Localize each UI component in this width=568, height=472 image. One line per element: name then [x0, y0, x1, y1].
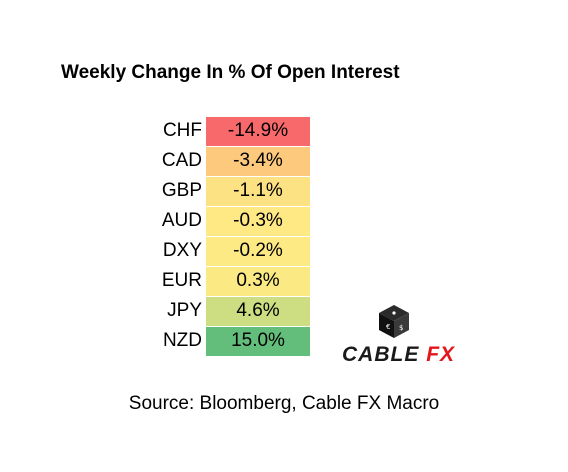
currency-label: JPY	[167, 300, 202, 321]
value-cell: -0.3%	[206, 206, 310, 236]
svg-text:$: $	[399, 324, 403, 332]
chart-title: Weekly Change In % Of Open Interest	[61, 62, 400, 83]
cable-fx-logo: € $ CABLE FX	[342, 300, 472, 370]
table-row: JPY 4.6%	[118, 296, 310, 326]
value-cell: -3.4%	[206, 146, 310, 176]
table-row: EUR 0.3%	[118, 266, 310, 296]
currency-label: NZD	[162, 330, 202, 351]
currency-label: DXY	[162, 240, 202, 261]
value-cell: 4.6%	[206, 296, 310, 326]
table-row: GBP -1.1%	[118, 176, 310, 206]
table-row: AUD -0.3%	[118, 206, 310, 236]
currency-label: CHF	[162, 120, 202, 141]
source-note: Source: Bloomberg, Cable FX Macro	[128, 393, 440, 414]
table-row: CHF -14.9%	[118, 116, 310, 146]
currency-label: GBP	[161, 180, 202, 201]
currency-label: AUD	[161, 210, 202, 231]
value-cell: 0.3%	[206, 266, 310, 296]
value-cell: -0.2%	[206, 236, 310, 266]
currency-label: EUR	[161, 270, 202, 291]
open-interest-table: CHF -14.9% CAD -3.4% GBP -1.1% AUD -0.3% DXY -0.2…	[118, 116, 310, 356]
value-cell: 15.0%	[206, 326, 310, 356]
logo-wordmark: CABLE FX	[342, 343, 454, 367]
table-row: DXY -0.2%	[118, 236, 310, 266]
value-cell: -14.9%	[206, 116, 310, 146]
table-row: NZD 15.0%	[118, 326, 310, 356]
table-row: CAD -3.4%	[118, 146, 310, 176]
logo-word-fx: FX	[426, 343, 456, 366]
dice-cube-icon: € $	[379, 305, 409, 338]
svg-text:€: €	[386, 323, 390, 331]
value-cell: -1.1%	[206, 176, 310, 206]
currency-label: CAD	[161, 150, 202, 171]
logo-word-cable: CABLE	[342, 343, 420, 366]
